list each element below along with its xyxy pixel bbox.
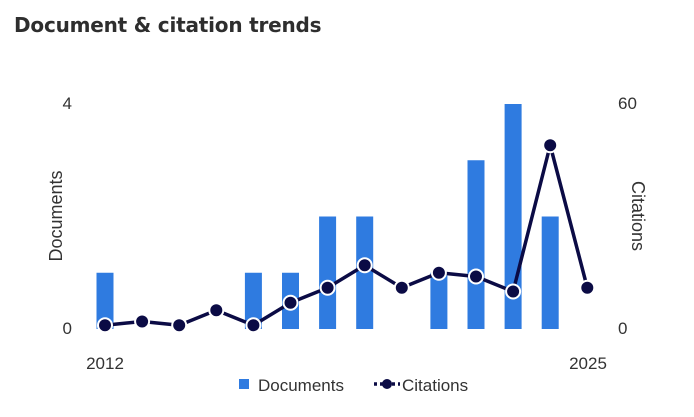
y-right-tick-max: 60 xyxy=(618,94,637,113)
y-right-tick-min: 0 xyxy=(618,319,627,338)
x-tick-first: 2012 xyxy=(86,354,124,373)
y-left-tick-max: 4 xyxy=(63,94,72,113)
citations-point-2022 xyxy=(468,268,484,285)
legend-citations-label: Citations xyxy=(402,376,468,395)
legend-citations-marker xyxy=(382,379,392,389)
citations-point-2016 xyxy=(245,317,262,334)
citations-point-2012 xyxy=(97,317,113,334)
axis-ticks: 4 0 60 0 2012 2025 xyxy=(63,94,637,373)
citations-point-2014 xyxy=(171,317,188,334)
citations-point-2015 xyxy=(208,302,225,319)
citations-point-2013 xyxy=(134,313,151,330)
documents-bar-2012 xyxy=(96,272,114,329)
citations-point-2019 xyxy=(356,257,373,274)
documents-bar-2021 xyxy=(430,272,448,329)
citations-point-2024 xyxy=(542,137,559,154)
documents-bar-2016 xyxy=(244,272,262,329)
x-tick-last: 2025 xyxy=(569,354,607,373)
documents-bar-2024 xyxy=(541,216,559,329)
documents-bar-2022 xyxy=(467,160,485,329)
citations-point-2017 xyxy=(282,294,299,311)
citations-point-2023 xyxy=(505,283,522,300)
documents-bars xyxy=(96,104,559,329)
legend-documents-swatch xyxy=(239,379,249,389)
citations-point-2020 xyxy=(393,279,410,296)
legend-documents-label: Documents xyxy=(258,376,344,395)
citations-point-2021 xyxy=(430,264,447,281)
citations-line xyxy=(97,137,596,334)
y-axis-right-title: Citations xyxy=(628,181,648,251)
y-axis-left-title: Documents xyxy=(46,170,66,261)
documents-bar-2018 xyxy=(319,216,337,329)
chart-title: Document & citation trends xyxy=(14,13,322,37)
citations-point-2025 xyxy=(579,279,596,296)
citations-point-2018 xyxy=(319,279,336,296)
chart-legend: Documents Citations xyxy=(239,376,468,395)
y-left-tick-min: 0 xyxy=(63,319,72,338)
